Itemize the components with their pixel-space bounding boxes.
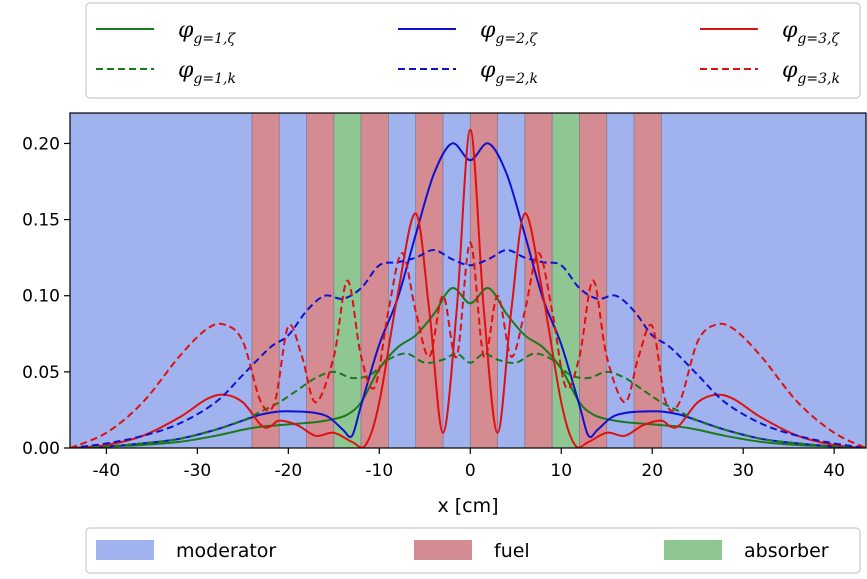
y-tick-label: 0.00 bbox=[22, 439, 60, 459]
region-fuel-4 bbox=[415, 113, 444, 448]
plot-area: -40 -30 -20 -10 0 10 20 30 40 0.00 0.05 0.10 0.15 0.… bbox=[22, 112, 867, 517]
legend-label: φg=2,k bbox=[480, 58, 538, 87]
series-line-g-1-ζ bbox=[70, 287, 866, 448]
series-legend: φg=1,ζ φg=2,ζ φg=3,ζ φg=1,k φg=2,k φg=3,k bbox=[85, 2, 861, 99]
region-legend: moderator fuel absorber bbox=[85, 527, 861, 574]
x-tick-label: -20 bbox=[274, 461, 302, 481]
region-absorber-7 bbox=[551, 113, 580, 448]
legend-label: φg=1,k bbox=[178, 58, 236, 87]
x-tick-label: -10 bbox=[365, 461, 393, 481]
series-line-g-3-ζ bbox=[70, 128, 866, 448]
x-tick-label: -30 bbox=[183, 461, 211, 481]
y-tick-label: 0.20 bbox=[22, 134, 60, 154]
x-tick-label: 10 bbox=[550, 461, 572, 481]
legend-label-moderator: moderator bbox=[176, 540, 276, 562]
y-tick-label: 0.10 bbox=[22, 287, 60, 307]
moderator-background bbox=[70, 113, 866, 448]
x-tick-label: -40 bbox=[92, 461, 120, 481]
series-line-g-1-k bbox=[70, 352, 866, 448]
legend-swatch-fuel bbox=[414, 540, 472, 560]
y-tick-label: 0.15 bbox=[22, 211, 60, 231]
legend-label: φg=2,ζ bbox=[480, 18, 538, 47]
series-line-g-2-ζ bbox=[70, 142, 866, 448]
x-tick-label: 20 bbox=[641, 461, 663, 481]
legend-label: φg=3,k bbox=[782, 58, 840, 87]
legend-label-fuel: fuel bbox=[494, 540, 530, 562]
region-fuel-8 bbox=[579, 113, 608, 448]
y-tick-label: 0.05 bbox=[22, 363, 60, 383]
legend-swatch-moderator bbox=[96, 540, 154, 560]
legend-label: φg=1,ζ bbox=[178, 18, 236, 47]
x-axis-label: x [cm] bbox=[437, 495, 498, 517]
x-tick-label: 40 bbox=[823, 461, 845, 481]
x-tick-label: 30 bbox=[732, 461, 754, 481]
series-line-g-3-k bbox=[70, 241, 866, 448]
axes-frame bbox=[69, 112, 867, 449]
legend-swatch-absorber bbox=[664, 540, 722, 560]
legend-label-absorber: absorber bbox=[744, 540, 829, 562]
legend-label: φg=3,ζ bbox=[782, 18, 840, 47]
x-tick-label: 0 bbox=[465, 461, 476, 481]
series-line-g-2-k bbox=[70, 249, 866, 448]
region-fuel-3 bbox=[360, 113, 389, 448]
region-fuel-9 bbox=[633, 113, 662, 448]
